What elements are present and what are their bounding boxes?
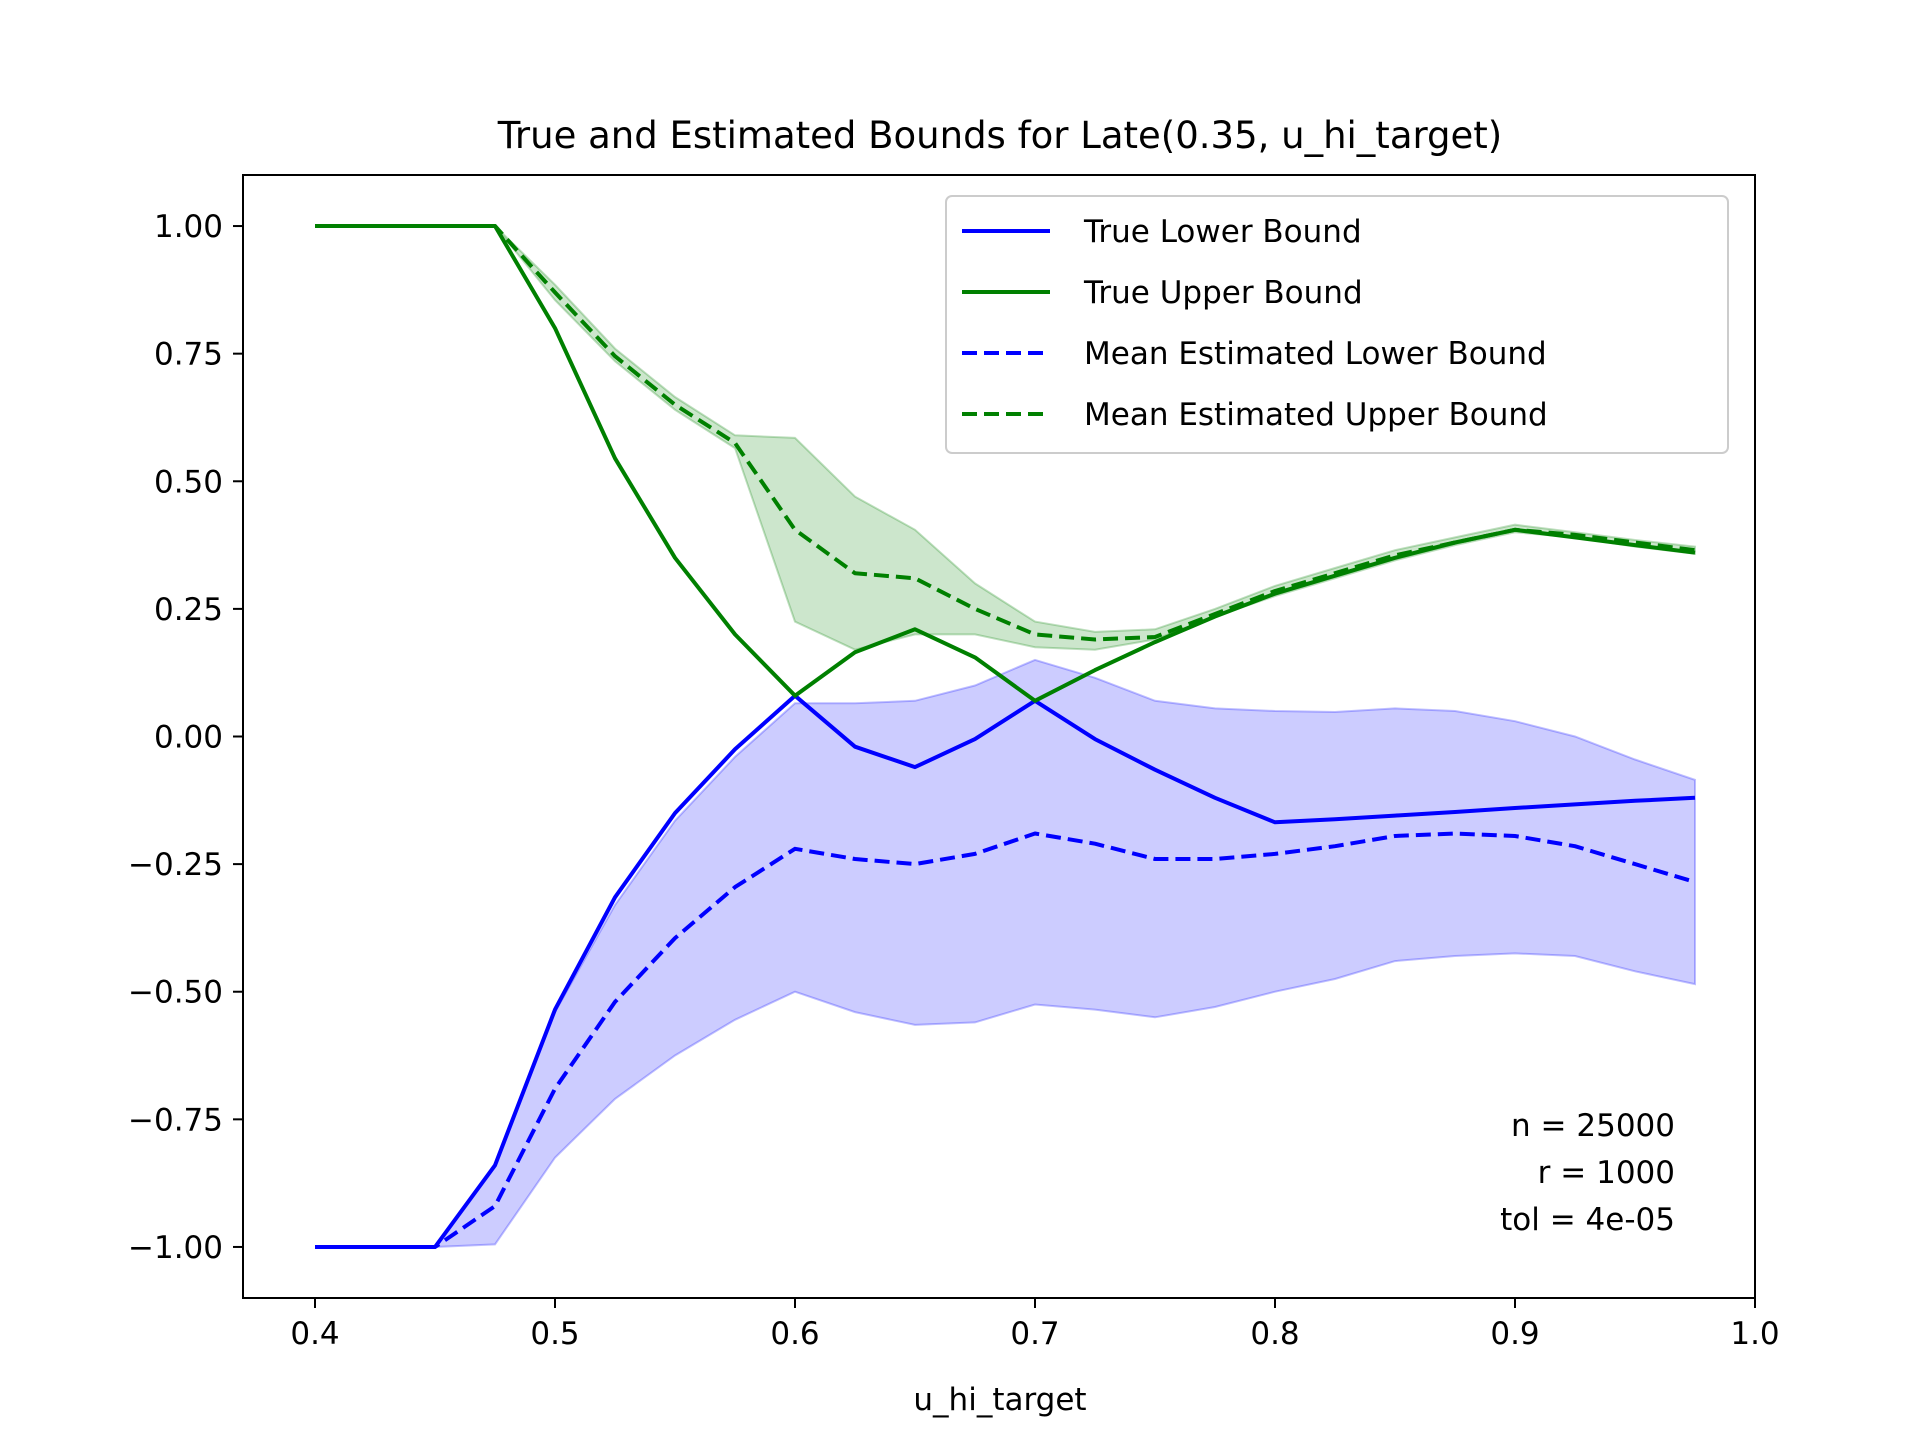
y-tick-label: −0.75 — [128, 1102, 223, 1138]
x-tick-label: 0.7 — [1010, 1316, 1059, 1352]
y-tick-label: −1.00 — [128, 1230, 223, 1266]
axes: 0.4 0.5 0.6 0.7 0.8 0.9 1.0 1.00 0.75 0.50 0.25 0.0… — [128, 174, 1780, 1352]
legend-label: True Upper Bound — [1083, 275, 1363, 311]
y-tick-label: 0.75 — [154, 337, 223, 373]
x-tick-label: 1.0 — [1730, 1316, 1779, 1352]
legend-label: True Lower Bound — [1083, 214, 1362, 250]
confidence-bands — [315, 225, 1696, 1248]
series-lines — [315, 224, 1696, 1249]
x-tick-label: 0.4 — [290, 1316, 339, 1352]
confidence-band-1 — [315, 225, 1696, 651]
y-tick-label: 1.00 — [154, 209, 223, 245]
series-line-3 — [315, 224, 1696, 642]
y-tick-label: 0.25 — [154, 592, 223, 628]
series-line-0 — [315, 693, 1696, 1249]
annotation-line: r = 1000 — [1538, 1155, 1675, 1191]
legend-box — [945, 195, 1729, 454]
annotation-box: n = 25000 r = 1000 tol = 4e-05 — [1500, 1108, 1675, 1238]
chart-title: True and Estimated Bounds for Late(0.35,… — [497, 114, 1503, 157]
annotation-line: tol = 4e-05 — [1500, 1202, 1675, 1238]
x-tick-label: 0.8 — [1250, 1316, 1299, 1352]
x-axis-label: u_hi_target — [913, 1382, 1086, 1418]
series-line-2 — [315, 831, 1696, 1249]
legend: True Lower Bound True Upper Bound Mean Est… — [945, 195, 1729, 454]
y-tick-label: −0.50 — [128, 975, 223, 1011]
annotation-line: n = 25000 — [1511, 1108, 1675, 1144]
legend-label: Mean Estimated Lower Bound — [1084, 336, 1547, 372]
y-tick-label: 0.00 — [154, 720, 223, 756]
legend-label: Mean Estimated Upper Bound — [1084, 397, 1548, 433]
y-tick-label: −0.25 — [128, 847, 223, 883]
confidence-band-0 — [315, 658, 1696, 1248]
y-tick-label: 0.50 — [154, 464, 223, 500]
x-tick-label: 0.6 — [770, 1316, 819, 1352]
x-tick-label: 0.5 — [530, 1316, 579, 1352]
x-tick-label: 0.9 — [1490, 1316, 1539, 1352]
